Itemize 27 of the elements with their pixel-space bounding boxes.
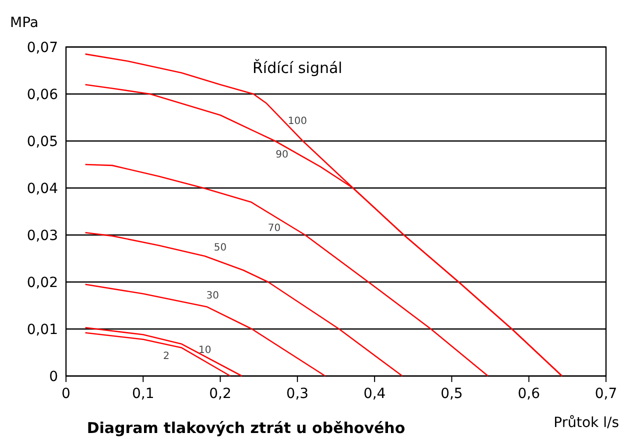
y-axis-title: MPa <box>10 15 38 31</box>
y-tick-label: 0,05 <box>26 134 58 150</box>
series-label: 10 <box>198 345 212 356</box>
series-label: 70 <box>268 222 281 234</box>
x-tick-label: 0,4 <box>363 386 386 402</box>
annotation: Řídící signál <box>252 58 342 77</box>
x-tick-label: 0,3 <box>286 386 309 402</box>
series-label: 100 <box>288 116 307 128</box>
text: Diagram tlakových ztrát u oběhového <box>86 419 406 437</box>
y-tick-label: 0,06 <box>26 87 58 103</box>
x-tick-label: 0,1 <box>132 386 154 402</box>
y-tick-label: 0,01 <box>26 322 58 338</box>
x-tick-label: 0 <box>62 386 70 402</box>
series-label: 2 <box>163 351 170 362</box>
y-tick-label: 0,03 <box>26 228 58 244</box>
y-tick-label: 0,02 <box>26 275 58 291</box>
x-tick-label: 0,7 <box>594 386 618 402</box>
series-label: 30 <box>206 290 219 302</box>
x-tick-label: 0,6 <box>518 386 540 402</box>
x-tick-label: 0,5 <box>440 386 463 402</box>
y-tick-label: 0,07 <box>26 40 58 56</box>
x-tick-label: 0,2 <box>209 386 232 402</box>
x-axis-title: Průtok l/s <box>554 415 619 431</box>
y-tick-label: 0 <box>49 369 58 385</box>
series-label: 50 <box>214 242 227 254</box>
y-tick-label: 0,04 <box>26 181 58 197</box>
series-label: 90 <box>276 150 288 161</box>
